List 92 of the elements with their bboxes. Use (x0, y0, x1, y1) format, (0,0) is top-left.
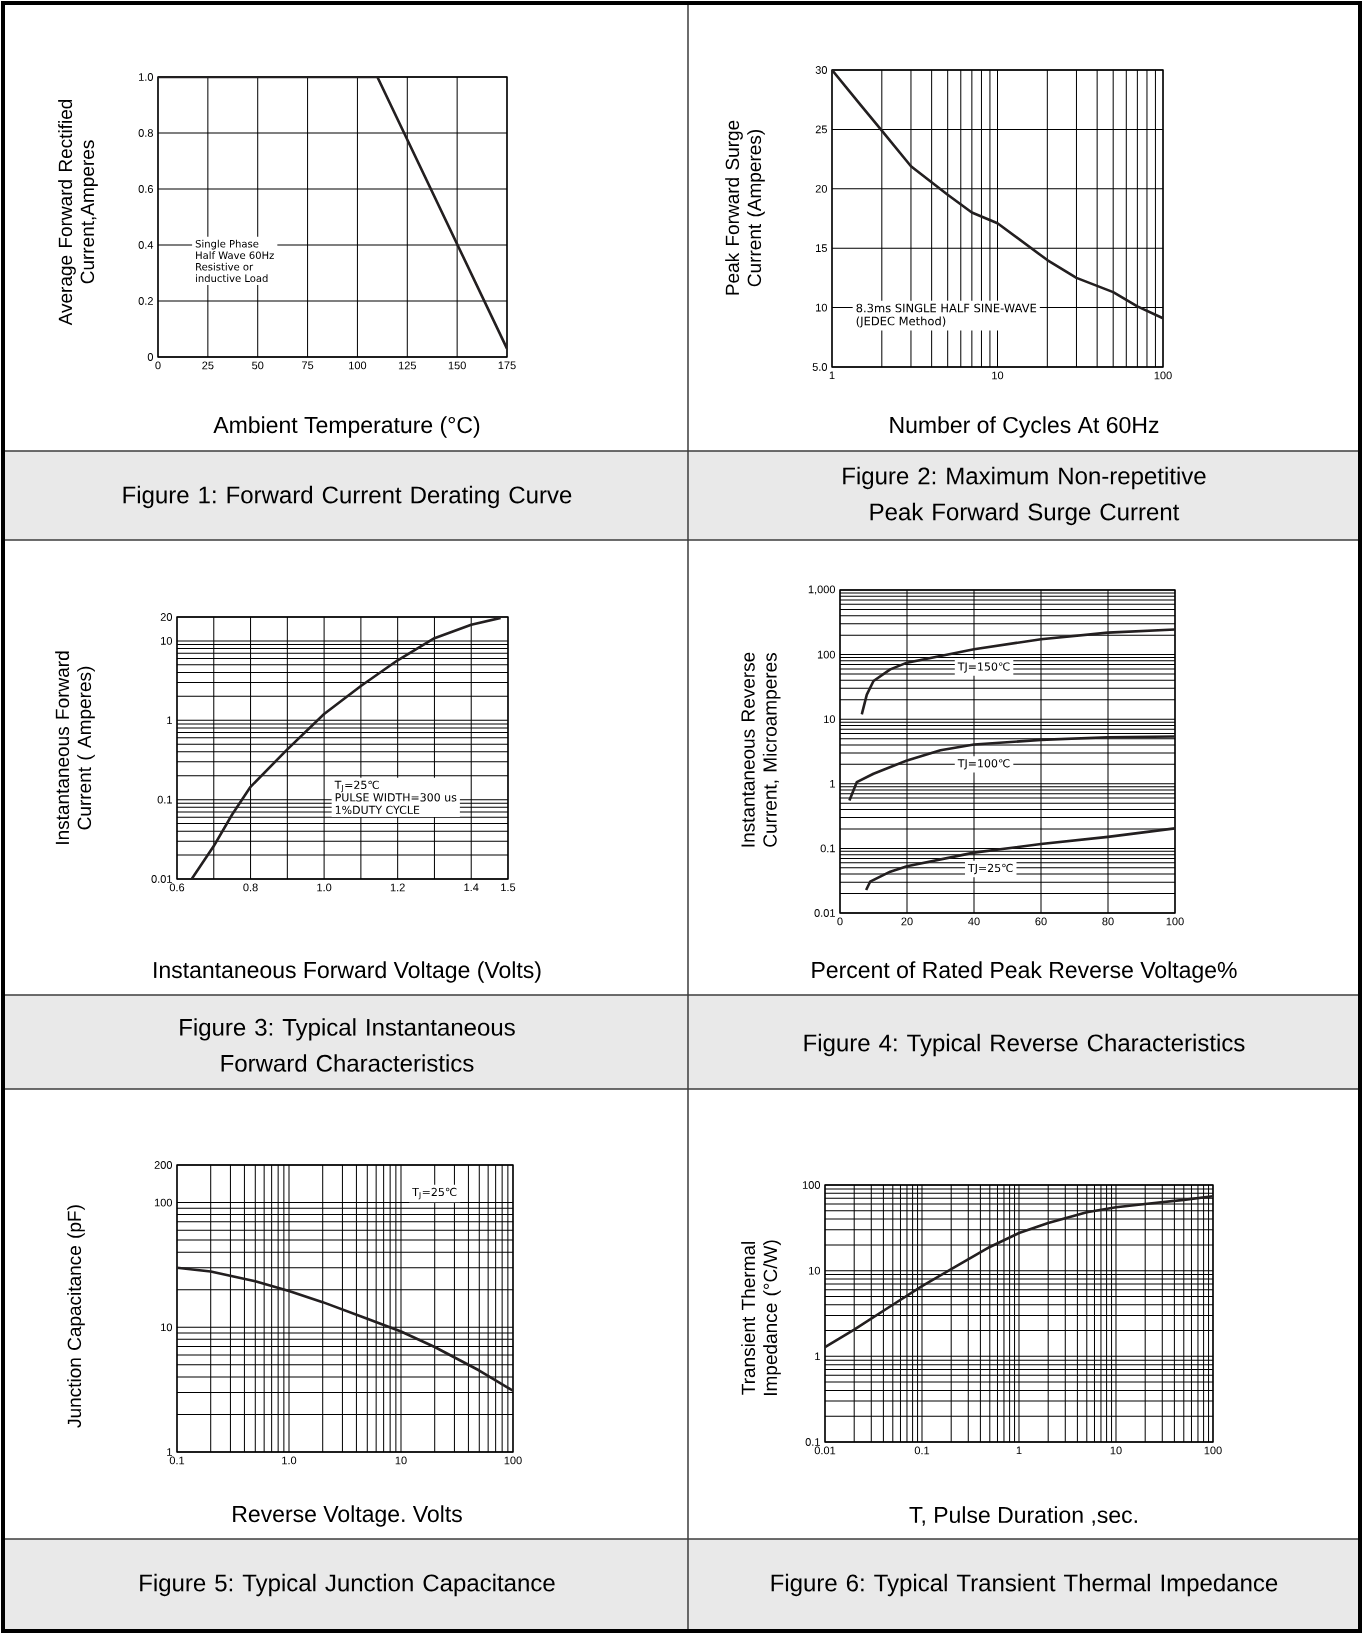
y-tick-label: 0.2 (138, 297, 153, 305)
x-tick-label: 100 (1154, 371, 1172, 380)
x-tick-label: 175 (498, 361, 516, 370)
x-axis-title: Ambient Temperature (°C) (213, 416, 480, 438)
line-series (848, 735, 1175, 802)
y-tick-label: 25 (815, 125, 827, 134)
x-axis-title: Percent of Rated Peak Reverse Voltage% (812, 961, 1237, 983)
x-tick-label: 0.8 (243, 883, 258, 892)
y-tick-label: 1.0 (139, 73, 154, 81)
y-tick-label: 15 (816, 244, 827, 253)
x-tick-label: 40 (968, 917, 980, 926)
annotation: Half Wave 60Hz (196, 251, 274, 260)
y-tick-label: 10 (809, 1266, 821, 1275)
annotation: T$_{J}$=25℃ (412, 1187, 457, 1200)
series-label: TJ=100℃ (957, 759, 1010, 770)
text: Figure 3: Typical Instantaneous Forward Characteristics (180, 1018, 515, 1072)
series-label: TJ=25℃ (967, 863, 1013, 875)
x-tick-label: 1.5 (501, 883, 516, 892)
x-tick-label: 1.0 (317, 883, 332, 892)
text: Figure 5: Typical Junction Capacitance (140, 1573, 555, 1597)
x-tick-label: 10 (992, 371, 1004, 380)
x-tick-label: 10 (1110, 1446, 1122, 1455)
series-label: TJ=150℃ (957, 662, 1010, 673)
x-axis-title: T, Pulse Duration ,sec. (909, 1506, 1137, 1526)
x-tick-label: 50 (252, 361, 264, 370)
y-tick-label: 30 (815, 66, 828, 74)
y-tick-label: 20 (815, 184, 828, 193)
annotation: 1%DUTY CYCLE (335, 805, 420, 815)
y-tick-label: 100 (802, 1181, 821, 1189)
x-tick-label: 1 (1016, 1446, 1022, 1455)
x-axis-title: Reverse Voltage. Volts (233, 1505, 462, 1527)
y-tick-label: 0.01 (814, 909, 835, 917)
y-tick-label: 10 (816, 303, 828, 312)
line-series (190, 617, 502, 879)
x-tick-label: 1.0 (282, 1456, 297, 1465)
y-tick-label: 0.1 (805, 1438, 820, 1446)
y-tick-label: 1 (830, 780, 835, 788)
y-tick-label: 1 (815, 1352, 820, 1361)
text: Figure 1: Forward Current Derating Curve (123, 485, 572, 509)
x-tick-label: 125 (398, 361, 416, 370)
x-tick-label: 100 (1166, 917, 1184, 926)
y-tick-label: 5.0 (812, 363, 828, 371)
y-tick-label: 0.6 (138, 185, 153, 193)
x-tick-label: 150 (448, 361, 466, 370)
y-axis-title: Average Forward Rectified Current,Amperes (58, 99, 98, 326)
x-tick-label: 0 (837, 917, 843, 926)
y-tick-label: 0.8 (138, 129, 153, 137)
y-axis-title: Transient Thermal Impedance (°C/W) (741, 1240, 781, 1395)
y-tick-label: 10 (824, 715, 836, 724)
y-tick-label: 20 (160, 613, 173, 621)
annotation: 8.3ms SINGLE HALF SINE-WAVE (856, 303, 1037, 313)
text: Figure 4: Typical Reverse Characteristics (804, 1033, 1245, 1057)
text: Figure 6: Typical Transient Thermal Impedance (771, 1573, 1278, 1597)
x-axis-title: Number of Cycles At 60Hz (890, 416, 1159, 438)
y-tick-label: 0 (147, 353, 154, 361)
x-tick-label: 20 (901, 917, 913, 926)
text: Figure 2: Maximum Non-repetitive Peak Forward Surge Current (843, 466, 1206, 526)
x-tick-label: 100 (1204, 1446, 1222, 1455)
x-tick-label: 0.1 (914, 1446, 930, 1455)
x-tick-label: 80 (1102, 917, 1114, 926)
y-tick-label: 0.1 (820, 844, 835, 853)
y-tick-label: 10 (161, 1323, 173, 1332)
y-tick-label: 100 (154, 1198, 173, 1207)
y-axis-title: Junction Capacitance (pF) (67, 1205, 85, 1428)
y-tick-label: 0.1 (157, 795, 172, 804)
x-tick-label: 25 (202, 361, 214, 370)
annotation: inductive Load (196, 274, 268, 283)
x-tick-label: 100 (504, 1456, 522, 1465)
y-tick-label: 1 (167, 716, 172, 725)
annotation: (JEDEC Method) (856, 316, 946, 328)
y-tick-label: 10 (161, 637, 173, 645)
x-axis-title: Instantaneous Forward Voltage (Volts) (154, 961, 541, 983)
x-tick-label: 1.2 (390, 883, 405, 892)
x-tick-label: 75 (302, 361, 314, 370)
y-tick-label: 0.01 (151, 875, 172, 883)
x-tick-label: 10 (395, 1456, 407, 1465)
annotation: T$_{J}$=25℃ (334, 780, 379, 793)
line-series (860, 628, 1175, 716)
x-tick-label: 1.4 (464, 883, 479, 892)
annotation: Resistive or (196, 262, 254, 271)
annotation: PULSE WIDTH=300 us (335, 793, 457, 802)
line-series (864, 827, 1175, 892)
y-tick-label: 200 (154, 1161, 173, 1169)
x-tick-label: 100 (349, 361, 367, 370)
y-axis-title: Instantaneous Forward Current ( Amperes) (55, 651, 95, 844)
y-tick-label: 100 (817, 650, 836, 659)
x-tick-label: 60 (1035, 917, 1047, 926)
y-axis-title: Instantaneous Reverse Current, Microamperes (741, 652, 781, 847)
y-tick-label: 1,000 (808, 585, 836, 595)
y-tick-label: 0.4 (138, 241, 154, 249)
annotation: Single Phase (195, 239, 259, 250)
y-axis-title: Peak Forward Surge Current (Amperes) (725, 120, 765, 295)
